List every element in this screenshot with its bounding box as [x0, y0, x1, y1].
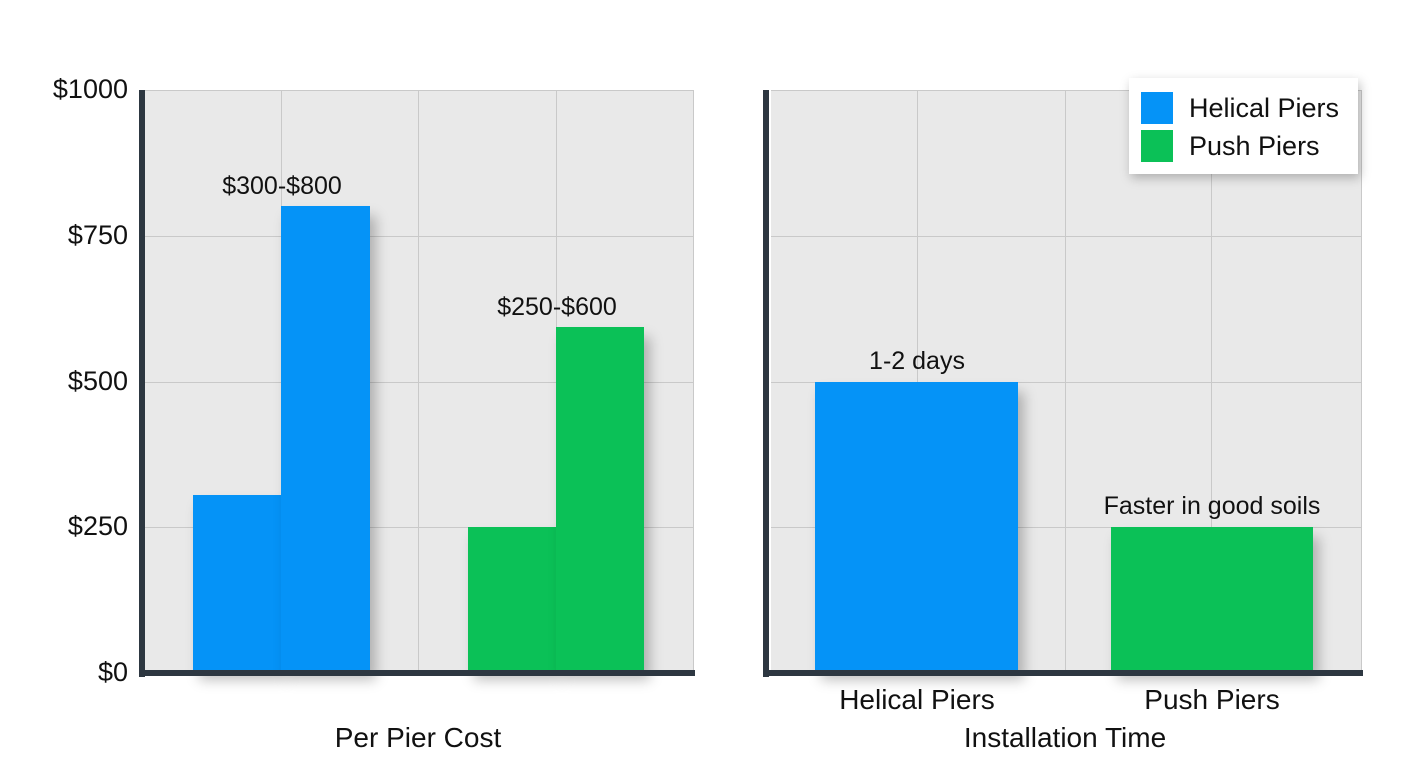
gridline	[1065, 90, 1066, 670]
push-cost-annotation: $250-$600	[497, 293, 617, 321]
legend-label: Helical Piers	[1189, 92, 1340, 123]
gridline	[1211, 90, 1212, 670]
gridline	[693, 90, 694, 670]
x-axis-line	[139, 670, 695, 676]
push-swatch-icon	[1141, 130, 1173, 162]
cost-x-axis-title: Per Pier Cost	[334, 722, 502, 753]
legend-item-push: Push Piers	[1141, 130, 1320, 162]
y-tick-label: $750	[67, 220, 128, 250]
gridline	[917, 90, 918, 670]
y-axis-line	[763, 90, 769, 677]
helical-cost-high-bar	[281, 206, 370, 670]
push-time-bar	[1111, 527, 1313, 670]
time-x-axis-title: Installation Time	[963, 722, 1167, 753]
y-tick-label: $0	[97, 657, 128, 687]
legend-item-helical: Helical Piers	[1141, 92, 1339, 124]
y-axis-line	[139, 90, 145, 677]
y-tick-label: $1000	[52, 74, 128, 104]
y-tick-label: $500	[67, 366, 128, 396]
gridline	[418, 90, 419, 670]
gridline	[771, 90, 1362, 91]
gridline	[771, 382, 1362, 383]
helical-cost-low-bar	[193, 495, 281, 670]
helical-time-bar	[815, 382, 1018, 670]
helical-time-annotation: 1-2 days	[869, 347, 965, 375]
push-cost-low-bar	[468, 527, 556, 670]
y-tick-label: $250	[67, 511, 128, 541]
category-label-push: Push Piers	[1144, 684, 1280, 715]
push-cost-high-bar	[556, 327, 644, 670]
gridline	[771, 236, 1362, 237]
push-time-annotation: Faster in good soils	[1103, 492, 1321, 520]
x-axis-line	[763, 670, 1363, 676]
legend-label: Push Piers	[1189, 130, 1320, 161]
helical-cost-annotation: $300-$800	[222, 172, 342, 200]
category-label-helical: Helical Piers	[839, 684, 995, 715]
legend: Helical Piers Push Piers	[1129, 78, 1358, 174]
gridline	[771, 527, 1362, 528]
gridline	[1361, 90, 1362, 670]
helical-swatch-icon	[1141, 92, 1173, 124]
